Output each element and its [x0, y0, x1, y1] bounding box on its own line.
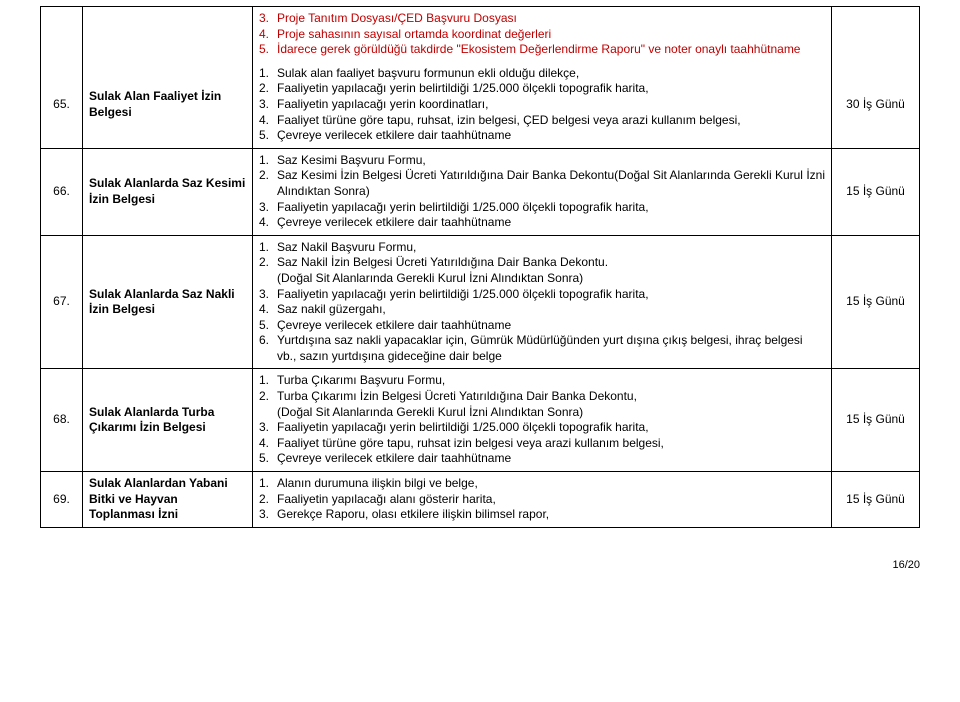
- list-text: (Doğal Sit Alanlarında Gerekli Kurul İzn…: [277, 405, 825, 421]
- list-number: 5.: [259, 318, 277, 334]
- row-number: 66.: [41, 148, 83, 235]
- list-text: Faaliyetin yapılacağı alanı gösterir har…: [277, 492, 825, 508]
- list-text: Faaliyetin yapılacağı yerin belirtildiği…: [277, 200, 825, 216]
- row-duration: 15 İş Günü: [832, 148, 920, 235]
- list-text: Saz nakil güzergahı,: [277, 302, 825, 318]
- procedures-table: 3.Proje Tanıtım Dosyası/ÇED Başvuru Dosy…: [40, 6, 920, 528]
- list-number: 6.: [259, 333, 277, 364]
- row-details: 1.Alanın durumuna ilişkin bilgi ve belge…: [253, 472, 832, 528]
- page-footer: 16/20: [40, 558, 920, 572]
- list-number: 4.: [259, 436, 277, 452]
- list-number: 1.: [259, 476, 277, 492]
- row-title: Sulak Alanlardan Yabani Bitki ve Hayvan …: [83, 472, 253, 528]
- list-text: Turba Çıkarımı Başvuru Formu,: [277, 373, 825, 389]
- row-duration: 15 İş Günü: [832, 235, 920, 369]
- list-number: 3.: [259, 287, 277, 303]
- list-text: Faaliyetin yapılacağı yerin belirtildiği…: [277, 420, 825, 436]
- row-details-cont: 3.Proje Tanıtım Dosyası/ÇED Başvuru Dosy…: [253, 7, 832, 62]
- list-number: [259, 405, 277, 421]
- row-title: Sulak Alan Faaliyet İzin Belgesi: [83, 62, 253, 148]
- row-details: 1.Saz Kesimi Başvuru Formu,2.Saz Kesimi …: [253, 148, 832, 235]
- list-text: Faaliyetin yapılacağı yerin koordinatlar…: [277, 97, 825, 113]
- list-number: 4.: [259, 215, 277, 231]
- row-duration: 15 İş Günü: [832, 472, 920, 528]
- row-title: Sulak Alanlarda Saz Kesimi İzin Belgesi: [83, 148, 253, 235]
- list-number: 1.: [259, 153, 277, 169]
- list-text: Turba Çıkarımı İzin Belgesi Ücreti Yatır…: [277, 389, 825, 405]
- list-number: 1.: [259, 240, 277, 256]
- list-text: Faaliyet türüne göre tapu, ruhsat izin b…: [277, 436, 825, 452]
- list-text: Gerekçe Raporu, olası etkilere ilişkin b…: [277, 507, 825, 523]
- list-text: Faaliyet türüne göre tapu, ruhsat, izin …: [277, 113, 825, 129]
- row-number-cont: [41, 7, 83, 62]
- list-number: 2.: [259, 168, 277, 199]
- list-text: Proje Tanıtım Dosyası/ÇED Başvuru Dosyas…: [277, 11, 825, 27]
- list-text: Çevreye verilecek etkilere dair taahhütn…: [277, 128, 825, 144]
- list-number: 2.: [259, 492, 277, 508]
- list-number: 5.: [259, 128, 277, 144]
- list-text: Çevreye verilecek etkilere dair taahhütn…: [277, 451, 825, 467]
- list-number: 1.: [259, 373, 277, 389]
- list-number: 3.: [259, 97, 277, 113]
- list-number: 3.: [259, 507, 277, 523]
- list-number: 3.: [259, 420, 277, 436]
- list-number: [259, 271, 277, 287]
- list-number: 1.: [259, 66, 277, 82]
- list-number: 4.: [259, 302, 277, 318]
- row-details: 1.Saz Nakil Başvuru Formu,2.Saz Nakil İz…: [253, 235, 832, 369]
- list-text: Çevreye verilecek etkilere dair taahhütn…: [277, 215, 825, 231]
- list-number: 2.: [259, 81, 277, 97]
- list-text: Sulak alan faaliyet başvuru formunun ekl…: [277, 66, 825, 82]
- row-title: Sulak Alanlarda Saz Nakli İzin Belgesi: [83, 235, 253, 369]
- list-text: İdarece gerek görüldüğü takdirde "Ekosis…: [277, 42, 825, 58]
- row-number: 65.: [41, 62, 83, 148]
- list-number: 2.: [259, 389, 277, 405]
- list-text: Alanın durumuna ilişkin bilgi ve belge,: [277, 476, 825, 492]
- list-number: 2.: [259, 255, 277, 271]
- row-title-cont: [83, 7, 253, 62]
- list-text: Proje sahasının sayısal ortamda koordina…: [277, 27, 825, 43]
- list-number: 4.: [259, 27, 277, 43]
- list-text: Saz Kesimi Başvuru Formu,: [277, 153, 825, 169]
- row-duration-cont: [832, 7, 920, 62]
- list-number: 4.: [259, 113, 277, 129]
- list-text: Faaliyetin yapılacağı yerin belirtildiği…: [277, 81, 825, 97]
- list-text: (Doğal Sit Alanlarında Gerekli Kurul İzn…: [277, 271, 825, 287]
- row-details: 1.Sulak alan faaliyet başvuru formunun e…: [253, 62, 832, 148]
- row-details: 1.Turba Çıkarımı Başvuru Formu,2.Turba Ç…: [253, 369, 832, 472]
- row-number: 67.: [41, 235, 83, 369]
- list-text: Saz Kesimi İzin Belgesi Ücreti Yatırıldı…: [277, 168, 825, 199]
- list-text: Çevreye verilecek etkilere dair taahhütn…: [277, 318, 825, 334]
- row-duration: 30 İş Günü: [832, 62, 920, 148]
- row-number: 69.: [41, 472, 83, 528]
- list-number: 3.: [259, 200, 277, 216]
- list-number: 5.: [259, 42, 277, 58]
- row-title: Sulak Alanlarda Turba Çıkarımı İzin Belg…: [83, 369, 253, 472]
- list-text: Saz Nakil Başvuru Formu,: [277, 240, 825, 256]
- list-number: 5.: [259, 451, 277, 467]
- row-number: 68.: [41, 369, 83, 472]
- row-duration: 15 İş Günü: [832, 369, 920, 472]
- list-text: Yurtdışına saz nakli yapacaklar için, Gü…: [277, 333, 825, 364]
- list-text: Saz Nakil İzin Belgesi Ücreti Yatırıldığ…: [277, 255, 825, 271]
- list-number: 3.: [259, 11, 277, 27]
- list-text: Faaliyetin yapılacağı yerin belirtildiği…: [277, 287, 825, 303]
